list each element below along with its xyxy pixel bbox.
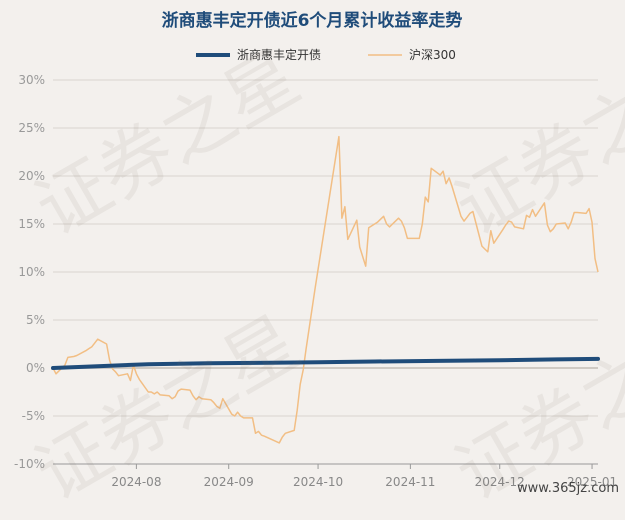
y-tick-label: -5% bbox=[22, 409, 45, 423]
x-tick-label: 2024-11 bbox=[385, 475, 435, 489]
y-tick-label: 30% bbox=[18, 73, 45, 87]
x-tick-label: 2024-08 bbox=[111, 475, 161, 489]
x-tick-label: 2025-01 bbox=[567, 475, 617, 489]
legend-label-fund: 浙商惠丰定开债 bbox=[237, 47, 321, 62]
y-tick-label: 25% bbox=[18, 121, 45, 135]
chart-title: 浙商惠丰定开债近6个月累计收益率走势 bbox=[162, 10, 463, 31]
y-tick-label: 0% bbox=[26, 361, 45, 375]
series-line-fund bbox=[51, 356, 600, 370]
x-tick-label: 2024-12 bbox=[475, 475, 525, 489]
y-tick-label: 5% bbox=[26, 313, 45, 327]
series-line-hs300 bbox=[52, 135, 599, 444]
x-tick-label: 2024-09 bbox=[204, 475, 254, 489]
chart-area: 浙商惠丰定开债近6个月累计收益率走势浙商惠丰定开债 沪深300 -10% -5% 0% 5… bbox=[14, 10, 625, 517]
y-tick-label: 20% bbox=[18, 169, 45, 183]
legend-label-index: 沪深300 bbox=[409, 48, 456, 62]
y-tick-label: -10% bbox=[14, 457, 45, 471]
x-tick-label: 2024-10 bbox=[293, 475, 343, 489]
y-tick-label: 10% bbox=[18, 265, 45, 279]
y-tick-label: 15% bbox=[18, 217, 45, 231]
site-watermark: www.365jz.com bbox=[517, 481, 619, 496]
